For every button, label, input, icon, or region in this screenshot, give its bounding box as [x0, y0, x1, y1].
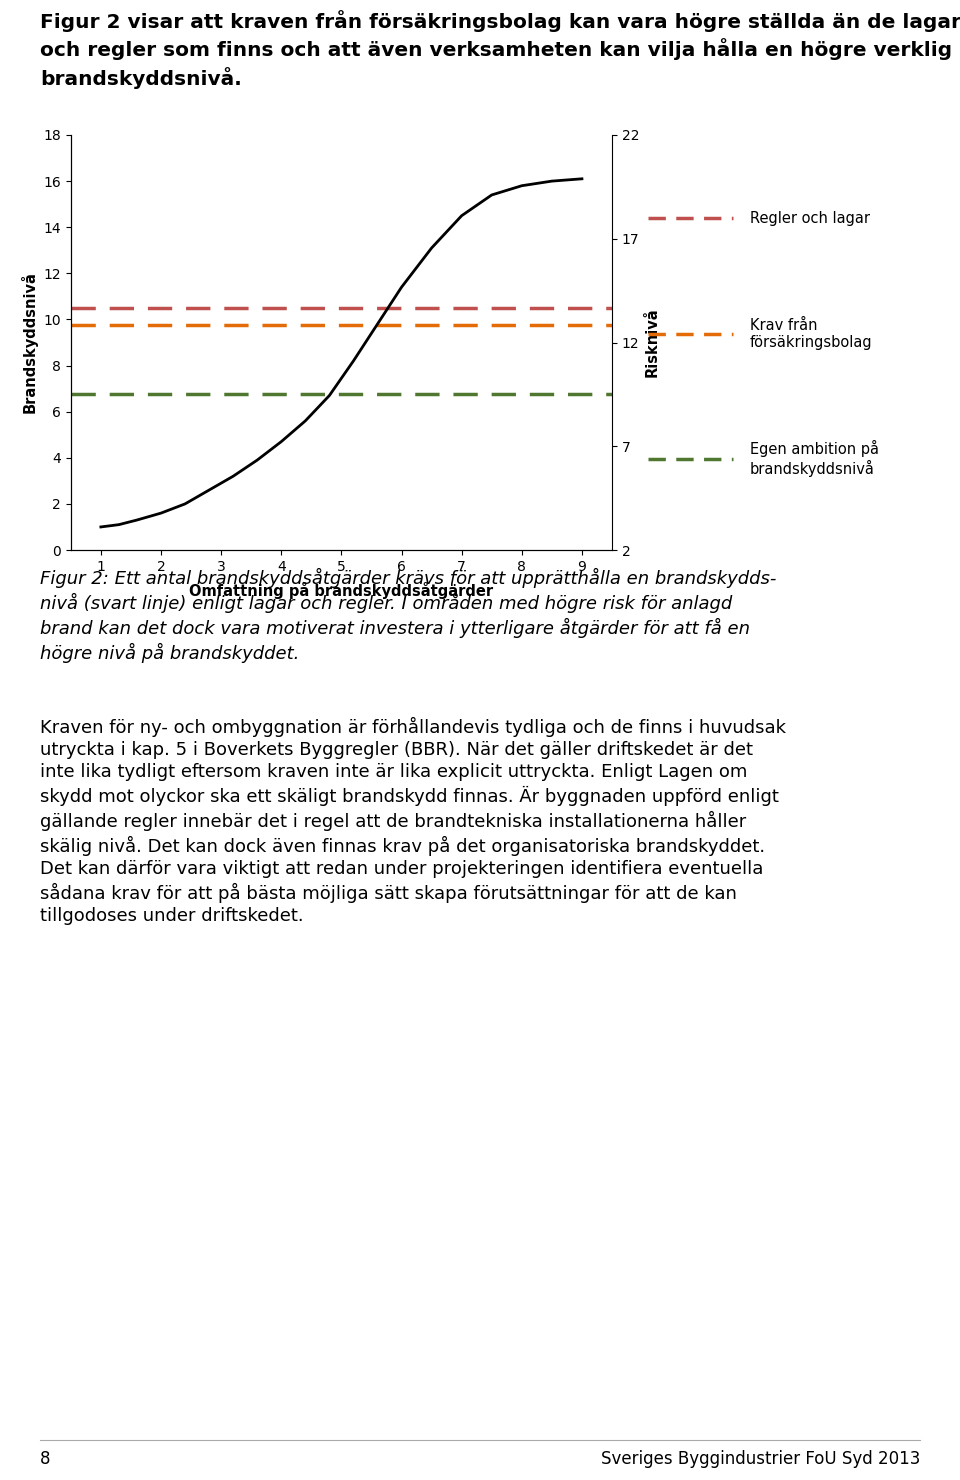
- Text: Egen ambition på
brandskyddsnivå: Egen ambition på brandskyddsnivå: [750, 440, 878, 477]
- Text: Regler och lagar: Regler och lagar: [750, 210, 870, 225]
- Text: Figur 2 visar att kraven från försäkringsbolag kan vara högre ställda än de laga: Figur 2 visar att kraven från försäkring…: [40, 10, 960, 89]
- Y-axis label: Risknivå: Risknivå: [645, 308, 660, 377]
- Text: Kraven för ny- och ombyggnation är förhållandevis tydliga och de finns i huvudsa: Kraven för ny- och ombyggnation är förhå…: [40, 716, 786, 925]
- Text: Sveriges Byggindustrier FoU Syd 2013: Sveriges Byggindustrier FoU Syd 2013: [601, 1450, 920, 1468]
- Text: Krav från
försäkringsbolag: Krav från försäkringsbolag: [750, 318, 873, 351]
- Text: Figur 2: Ett antal brandskyddsåtgärder krävs för att upprätthålla en brandskydds: Figur 2: Ett antal brandskyddsåtgärder k…: [40, 568, 777, 663]
- X-axis label: Omfattning på brandskyddsåtgärder: Omfattning på brandskyddsåtgärder: [189, 582, 493, 599]
- Text: 8: 8: [40, 1450, 51, 1468]
- Y-axis label: Brandskyddsnivå: Brandskyddsnivå: [21, 271, 37, 413]
